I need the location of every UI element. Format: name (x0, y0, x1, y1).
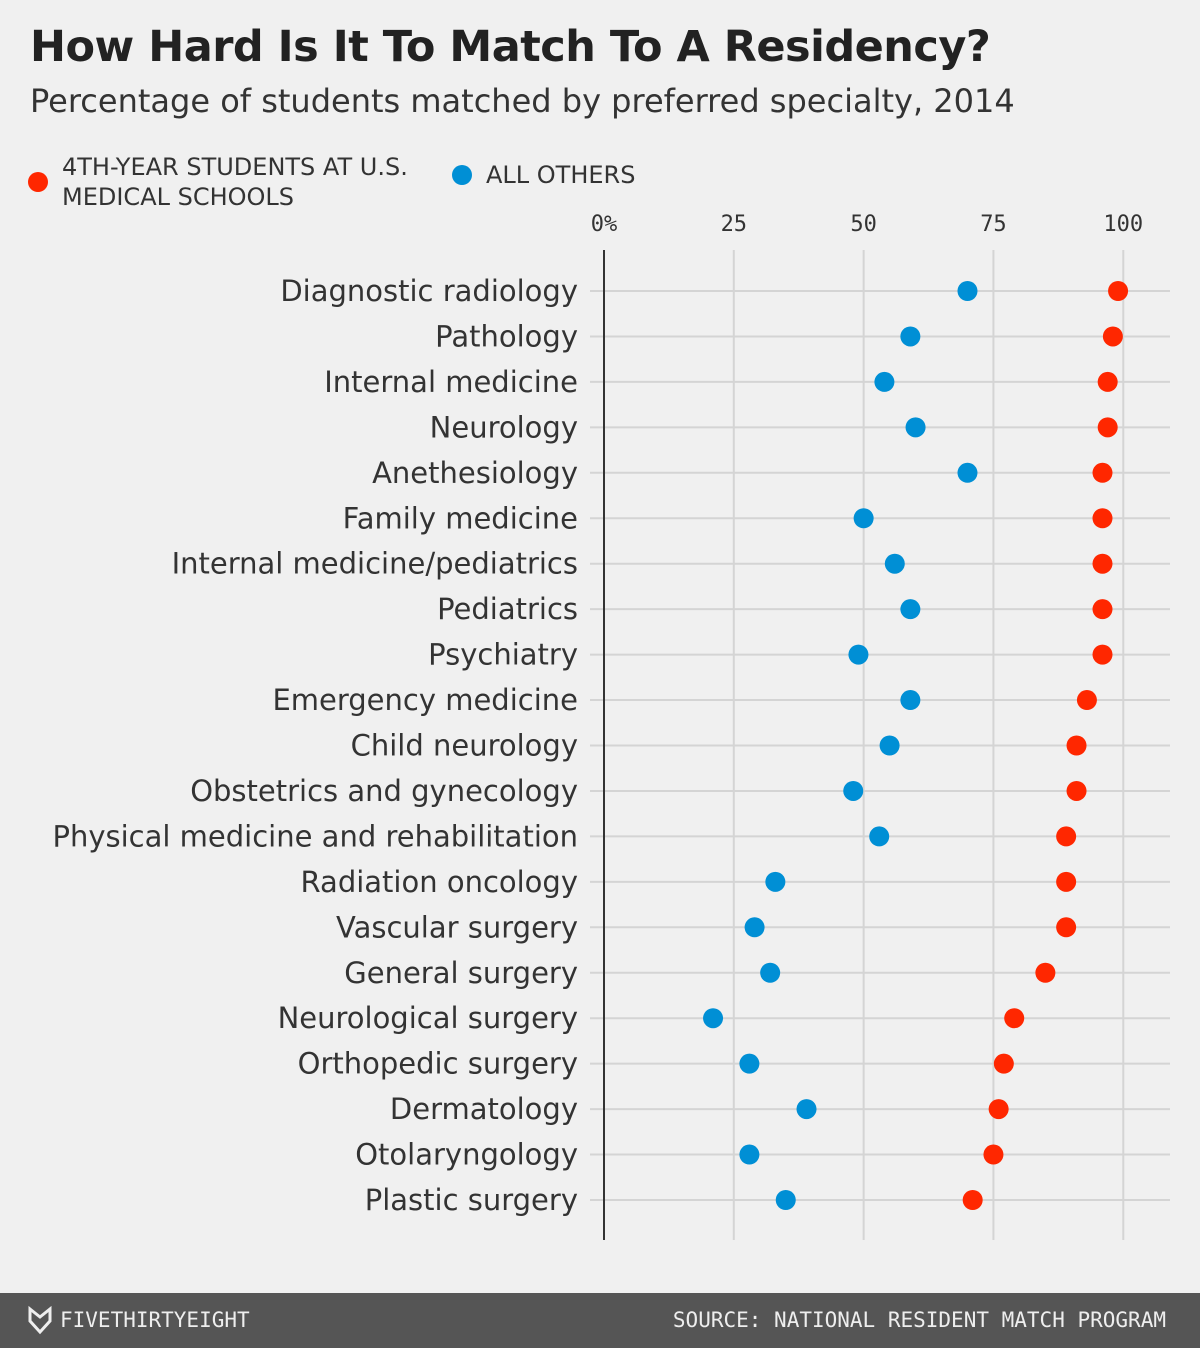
dot (703, 1008, 724, 1029)
dot (1035, 962, 1056, 983)
chart-subtitle: Percentage of students matched by prefer… (30, 82, 1015, 120)
dot (1092, 508, 1113, 529)
dot (905, 417, 926, 438)
y-tick-label: Plastic surgery (365, 1183, 578, 1217)
dot (775, 1190, 796, 1210)
x-tick-label: 50 (850, 212, 877, 237)
y-tick-label: Internal medicine (324, 365, 578, 399)
x-tick-label: 25 (721, 212, 748, 237)
y-tick-label: Neurology (430, 410, 578, 444)
footer: FIVETHIRTYEIGHT SOURCE: NATIONAL RESIDEN… (0, 1293, 1200, 1348)
logo-icon (28, 1305, 52, 1335)
dot (1102, 326, 1123, 347)
y-tick-label: Neurological surgery (278, 1001, 578, 1035)
dot (962, 1190, 983, 1210)
y-tick-label: Radiation oncology (301, 865, 578, 899)
legend-item: 4TH-YEAR STUDENTS AT U.S. MEDICAL SCHOOL… (28, 152, 432, 212)
dot (993, 1053, 1014, 1074)
y-tick-label: Internal medicine/pediatrics (172, 547, 578, 581)
dot (900, 326, 921, 347)
dot (796, 1099, 817, 1120)
y-tick-label: Child neurology (351, 729, 578, 763)
chart: 0% 25 50 75 100 Diagnostic radiology Pathology… (52, 212, 1170, 1240)
dot (1097, 371, 1118, 392)
dot (1066, 735, 1087, 756)
dot (744, 917, 765, 938)
dot (1097, 417, 1118, 438)
chart-title: How Hard Is It To Match To A Residency? (30, 22, 991, 72)
y-tick-label: Psychiatry (428, 638, 578, 672)
dot (1092, 599, 1113, 620)
legend-swatch (452, 165, 472, 185)
dot (869, 826, 890, 847)
dot (765, 871, 786, 892)
y-tick-label: Pediatrics (437, 592, 578, 626)
dot (1092, 553, 1113, 574)
dot (853, 508, 874, 529)
dot (1056, 826, 1077, 847)
dot (1092, 462, 1113, 483)
dot (739, 1053, 760, 1074)
dot (1092, 644, 1113, 665)
dot (988, 1099, 1009, 1120)
dot (900, 690, 921, 711)
source: SOURCE: NATIONAL RESIDENT MATCH PROGRAM (672, 1308, 1166, 1332)
dot (760, 962, 781, 983)
y-tick-label: Otolaryngology (355, 1138, 578, 1172)
y-tick-label: General surgery (344, 956, 578, 990)
x-tick-label: 75 (980, 212, 1007, 237)
y-tick-label: Orthopedic surgery (298, 1047, 578, 1081)
dot (1066, 780, 1087, 801)
dot (1056, 917, 1077, 938)
y-tick-label: Obstetrics and gynecology (190, 774, 578, 808)
dot (884, 553, 905, 574)
x-tick-label: 0% (591, 212, 618, 237)
dot (983, 1144, 1004, 1165)
y-tick-label: Family medicine (343, 501, 578, 535)
y-tick-label: Dermatology (390, 1092, 578, 1126)
y-tick-label: Emergency medicine (272, 683, 578, 717)
legend-swatch (28, 172, 48, 192)
y-tick-label: Anethesiology (372, 456, 578, 490)
y-tick-label: Vascular surgery (336, 910, 578, 944)
legend-item: ALL OTHERS (452, 160, 635, 190)
legend-label: ALL OTHERS (486, 161, 636, 189)
dot (900, 599, 921, 620)
dot (879, 735, 900, 756)
dot (957, 281, 978, 301)
dot (739, 1144, 760, 1165)
dot (843, 780, 864, 801)
brand: FIVETHIRTYEIGHT (60, 1308, 250, 1332)
dot (957, 462, 978, 483)
dot (848, 644, 869, 665)
y-tick-label: Diagnostic radiology (280, 274, 578, 308)
y-tick-label: Physical medicine and rehabilitation (52, 819, 578, 853)
dot (1108, 281, 1129, 301)
x-tick-label: 100 (1103, 212, 1143, 237)
dot (1004, 1008, 1025, 1029)
dot (874, 371, 895, 392)
dot (1076, 690, 1097, 711)
dot (1056, 871, 1077, 892)
y-tick-label: Pathology (435, 319, 578, 353)
legend-label: 4TH-YEAR STUDENTS AT U.S. MEDICAL SCHOOL… (62, 153, 408, 211)
